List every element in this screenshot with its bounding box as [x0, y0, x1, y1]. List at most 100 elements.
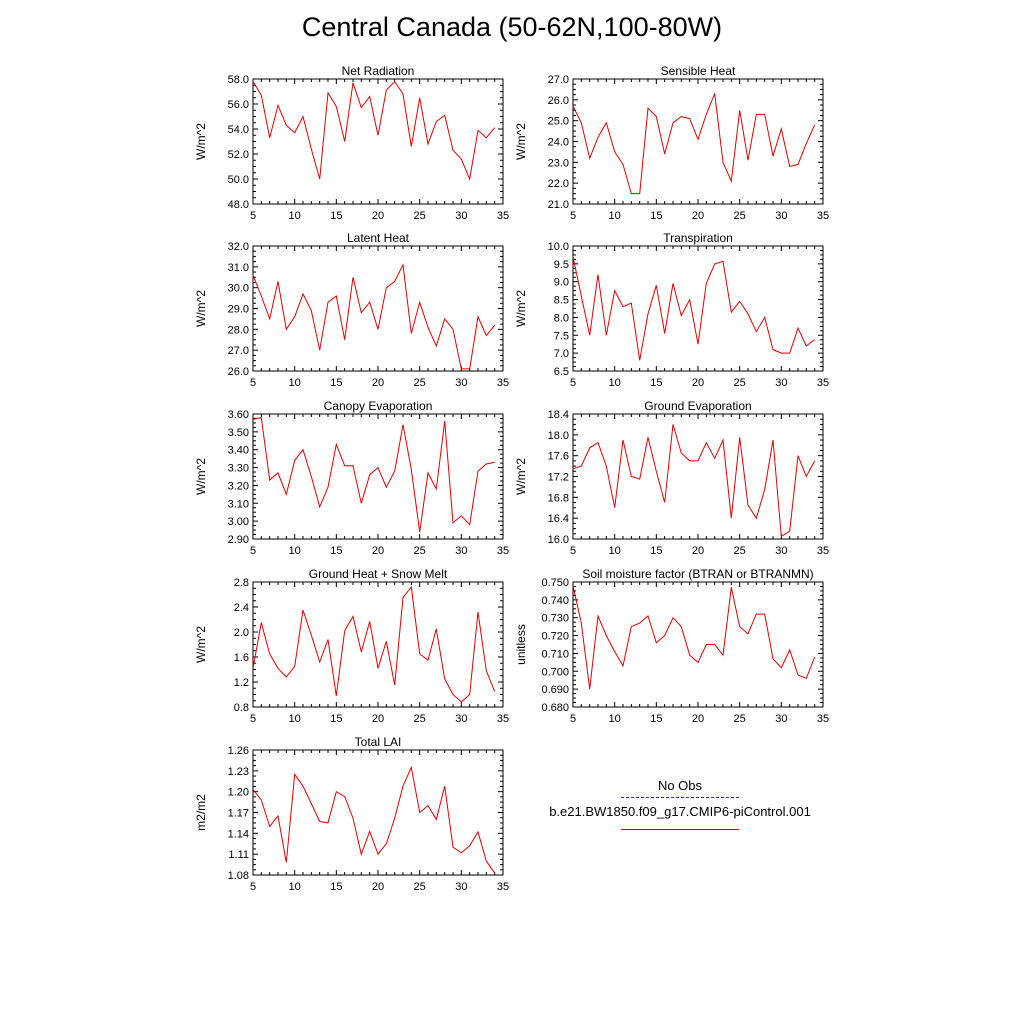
panel-6: 5 10 15 20 25 30 35 16.0 16.4 16.8 17.2 17.6 18.0 18.… [514, 399, 829, 557]
x-tick-label: 15 [650, 545, 662, 557]
x-tick-label: 30 [455, 545, 467, 557]
y-tick-label: 9.0 [554, 277, 569, 289]
x-tick-label: 5 [250, 377, 256, 389]
panel-title: Latent Heat [347, 231, 410, 245]
y-tick-label: 48.0 [228, 199, 249, 211]
x-tick-label: 25 [414, 545, 426, 557]
x-tick-label: 5 [250, 545, 256, 557]
y-tick-label: 2.0 [234, 627, 249, 639]
x-tick-label: 10 [289, 377, 301, 389]
y-tick-label: 9.5 [554, 259, 569, 271]
y-tick-label: 17.2 [548, 472, 569, 484]
x-tick-label: 15 [330, 881, 342, 893]
y-axis-label: W/m^2 [194, 626, 208, 663]
x-tick-label: 35 [497, 210, 509, 222]
y-tick-label: 26.0 [548, 95, 569, 107]
x-tick-label: 35 [817, 377, 829, 389]
x-tick-label: 25 [734, 545, 746, 557]
series-line [572, 93, 816, 195]
panel-title: Sensible Heat [661, 64, 736, 78]
x-tick-label: 35 [817, 713, 829, 725]
x-tick-label: 25 [734, 377, 746, 389]
plot-frame [572, 78, 824, 205]
y-tick-label: 2.90 [228, 534, 249, 546]
legend: No Obs b.e21.BW1850.f09_g17.CMIP6-piCont… [520, 778, 840, 830]
series-line [572, 585, 816, 690]
y-tick-label: 31.0 [228, 262, 249, 274]
x-tick-label: 20 [692, 210, 704, 222]
panel-3: 5 10 15 20 25 30 35 26.0 27.0 28.0 29.0 30.0 31.0 32.… [194, 231, 509, 389]
y-tick-label: 3.30 [228, 463, 249, 475]
plot-frame [252, 245, 504, 372]
plot-frame [572, 413, 824, 540]
x-tick-label: 15 [650, 210, 662, 222]
legend-obs-label: No Obs [657, 778, 703, 793]
x-tick-label: 20 [372, 377, 384, 389]
y-tick-label: 28.0 [228, 324, 249, 336]
x-tick-label: 35 [817, 545, 829, 557]
x-tick-label: 10 [609, 713, 621, 725]
legend-model-line [621, 829, 739, 830]
y-tick-label: 0.730 [541, 613, 569, 625]
y-axis-label: unitless [514, 624, 528, 665]
y-tick-label: 18.0 [548, 430, 569, 442]
x-tick-label: 5 [570, 210, 576, 222]
x-tick-label: 25 [414, 210, 426, 222]
y-tick-label: 24.0 [548, 137, 569, 149]
y-tick-label: 27.0 [228, 345, 249, 357]
y-tick-label: 1.6 [234, 652, 249, 664]
x-tick-label: 30 [455, 377, 467, 389]
y-axis-label: W/m^2 [194, 458, 208, 495]
x-tick-label: 25 [414, 377, 426, 389]
x-tick-label: 30 [455, 881, 467, 893]
y-tick-label: 0.8 [234, 702, 249, 714]
panel-9: 5 10 15 20 25 30 35 1.08 1.11 1.14 1.17 1.20 1.23 1.2… [194, 735, 509, 893]
y-tick-label: 8.0 [554, 312, 569, 324]
y-axis-label: W/m^2 [514, 458, 528, 495]
y-axis-label: W/m^2 [514, 290, 528, 327]
x-tick-label: 30 [455, 713, 467, 725]
x-tick-label: 10 [289, 545, 301, 557]
series-line [572, 256, 816, 361]
x-tick-label: 25 [734, 210, 746, 222]
y-tick-label: 3.00 [228, 516, 249, 528]
y-tick-label: 23.0 [548, 157, 569, 169]
x-tick-label: 10 [289, 210, 301, 222]
panel-title: Canopy Evaporation [324, 399, 433, 413]
x-tick-label: 15 [330, 377, 342, 389]
x-tick-label: 35 [497, 545, 509, 557]
y-tick-label: 8.5 [554, 295, 569, 307]
y-tick-label: 16.8 [548, 492, 569, 504]
y-axis-label: W/m^2 [514, 123, 528, 160]
x-tick-label: 5 [570, 377, 576, 389]
y-tick-label: 3.50 [228, 427, 249, 439]
x-tick-label: 35 [497, 713, 509, 725]
x-tick-label: 10 [609, 545, 621, 557]
y-tick-label: 3.60 [228, 409, 249, 421]
plot-frame [252, 78, 504, 205]
x-tick-label: 5 [250, 713, 256, 725]
x-tick-label: 10 [289, 881, 301, 893]
figure-title: Central Canada (50-62N,100-80W) [301, 12, 723, 42]
panel-title: Ground Heat + Snow Melt [309, 567, 448, 581]
x-tick-label: 15 [330, 545, 342, 557]
x-tick-label: 15 [650, 377, 662, 389]
x-tick-label: 10 [609, 210, 621, 222]
x-tick-label: 20 [692, 545, 704, 557]
y-tick-label: 0.710 [541, 648, 569, 660]
x-tick-label: 15 [330, 713, 342, 725]
series-line [252, 416, 495, 532]
y-tick-label: 25.0 [548, 116, 569, 128]
y-tick-label: 56.0 [228, 99, 249, 111]
panel-title: Soil moisture factor (BTRAN or BTRANMN) [582, 567, 813, 581]
x-tick-label: 5 [570, 545, 576, 557]
y-tick-label: 32.0 [228, 241, 249, 253]
y-axis-label: W/m^2 [194, 290, 208, 327]
y-tick-label: 18.4 [548, 409, 569, 421]
panel-title: Transpiration [663, 231, 733, 245]
y-tick-label: 54.0 [228, 124, 249, 136]
y-tick-label: 27.0 [548, 74, 569, 86]
y-tick-label: 1.26 [228, 745, 249, 757]
x-tick-label: 15 [650, 713, 662, 725]
